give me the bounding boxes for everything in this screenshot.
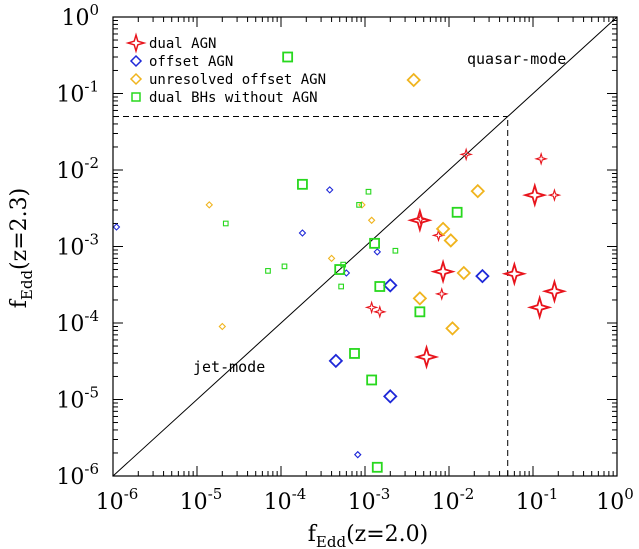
data-point-square xyxy=(282,51,294,63)
data-point-diamond xyxy=(358,201,366,209)
data-point-star xyxy=(522,182,548,208)
x-tick-label: 10-1 xyxy=(516,485,559,515)
axis-titles: fEdd(z=2.0) fEdd(z=2.3) xyxy=(7,188,428,549)
data-point-square xyxy=(340,261,347,268)
data-point-diamond xyxy=(412,291,428,306)
data-points xyxy=(112,51,568,473)
data-point-star xyxy=(413,211,428,226)
legend-label: dual AGN xyxy=(149,36,216,52)
data-point-square xyxy=(349,348,360,359)
y-tick-label: 10-5 xyxy=(56,384,99,414)
series-dual-agn xyxy=(364,147,568,370)
data-point-star xyxy=(541,278,568,304)
data-point-diamond xyxy=(445,321,460,336)
data-point-star xyxy=(534,151,549,166)
data-point-diamond xyxy=(325,186,334,194)
data-point-star xyxy=(372,304,387,319)
data-point-square xyxy=(374,281,386,292)
data-point-square xyxy=(371,461,383,473)
legend: dual AGN offset AGN unresolved offset AGN d… xyxy=(125,32,326,106)
data-point-diamond xyxy=(298,229,307,237)
data-point-square xyxy=(414,306,426,318)
y-tick-label: 10-1 xyxy=(56,78,99,108)
reference-lines xyxy=(112,16,618,477)
data-point-diamond xyxy=(205,201,214,209)
data-point-square xyxy=(366,374,378,386)
data-point-square xyxy=(281,263,288,270)
annotations: quasar-mode jet-mode xyxy=(193,50,566,376)
data-point-star xyxy=(364,300,379,315)
data-point-diamond xyxy=(367,216,376,225)
data-point-square xyxy=(334,264,346,275)
data-point-square xyxy=(222,220,229,227)
data-point-diamond xyxy=(327,254,336,263)
data-point-diamond xyxy=(443,233,459,248)
data-point-square xyxy=(392,247,399,254)
data-point-square xyxy=(356,202,362,208)
data-point-square xyxy=(338,283,344,290)
data-point-diamond xyxy=(353,450,362,459)
x-tick-label: 10-4 xyxy=(264,485,307,515)
x-tick-label: 10-3 xyxy=(348,485,391,515)
x-tick-label: 100 xyxy=(596,485,634,515)
data-point-star xyxy=(431,228,446,243)
data-point-square xyxy=(369,237,380,249)
legend-label: unresolved offset AGN xyxy=(149,72,326,88)
data-point-diamond xyxy=(328,353,344,369)
data-point-diamond xyxy=(406,72,421,88)
data-point-star xyxy=(459,147,474,162)
data-point-square xyxy=(265,268,271,274)
legend-marker-diamond xyxy=(129,72,143,86)
data-point-star xyxy=(413,344,440,370)
legend-label: offset AGN xyxy=(149,54,233,70)
data-point-diamond xyxy=(475,268,490,284)
y-tick-label: 10-2 xyxy=(56,154,99,184)
data-point-diamond xyxy=(112,223,121,231)
legend-marker-square xyxy=(131,92,141,102)
quasar-mode-label: quasar-mode xyxy=(467,50,566,68)
data-point-square xyxy=(365,188,372,195)
y-axis-title: fEdd(z=2.3) xyxy=(7,188,36,309)
series-unresolved-offset-agn xyxy=(205,72,486,336)
series-offset-agn xyxy=(112,186,490,459)
plot-frame xyxy=(112,16,618,477)
legend-marker-star xyxy=(125,32,147,54)
series-dual-bhs-without-agn xyxy=(222,51,463,473)
data-point-diamond xyxy=(383,389,398,404)
data-point-square xyxy=(297,178,308,190)
x-tick-label: 10-5 xyxy=(180,485,223,515)
data-point-square xyxy=(451,206,463,218)
legend-marker-diamond xyxy=(129,54,143,68)
axis-tick-labels: 10-6 10-5 10-4 10-3 10-2 10-1 100 10-6 10-5 10-4 1… xyxy=(56,1,633,515)
data-point-star xyxy=(434,286,449,301)
data-point-diamond xyxy=(218,322,227,331)
x-axis-title: fEdd(z=2.0) xyxy=(308,522,429,549)
x-tick-label: 10-2 xyxy=(432,485,475,515)
data-point-diamond xyxy=(373,248,382,256)
y-tick-label: 10-6 xyxy=(56,460,99,490)
data-point-diamond xyxy=(383,278,398,293)
jet-mode-label: jet-mode xyxy=(193,358,265,376)
y-tick-label: 10-4 xyxy=(56,307,99,337)
data-point-star xyxy=(547,188,562,203)
data-point-diamond xyxy=(470,183,486,199)
data-point-diamond xyxy=(456,265,472,281)
x-tick-label: 10-6 xyxy=(96,485,139,515)
y-tick-label: 10-3 xyxy=(56,231,99,261)
data-point-star xyxy=(501,261,528,287)
data-point-star xyxy=(526,294,553,321)
y-tick-label: 100 xyxy=(61,1,99,31)
data-point-diamond xyxy=(435,221,451,237)
data-point-star xyxy=(430,258,456,285)
legend-label: dual BHs without AGN xyxy=(149,90,318,106)
one-to-one-line xyxy=(112,16,618,477)
